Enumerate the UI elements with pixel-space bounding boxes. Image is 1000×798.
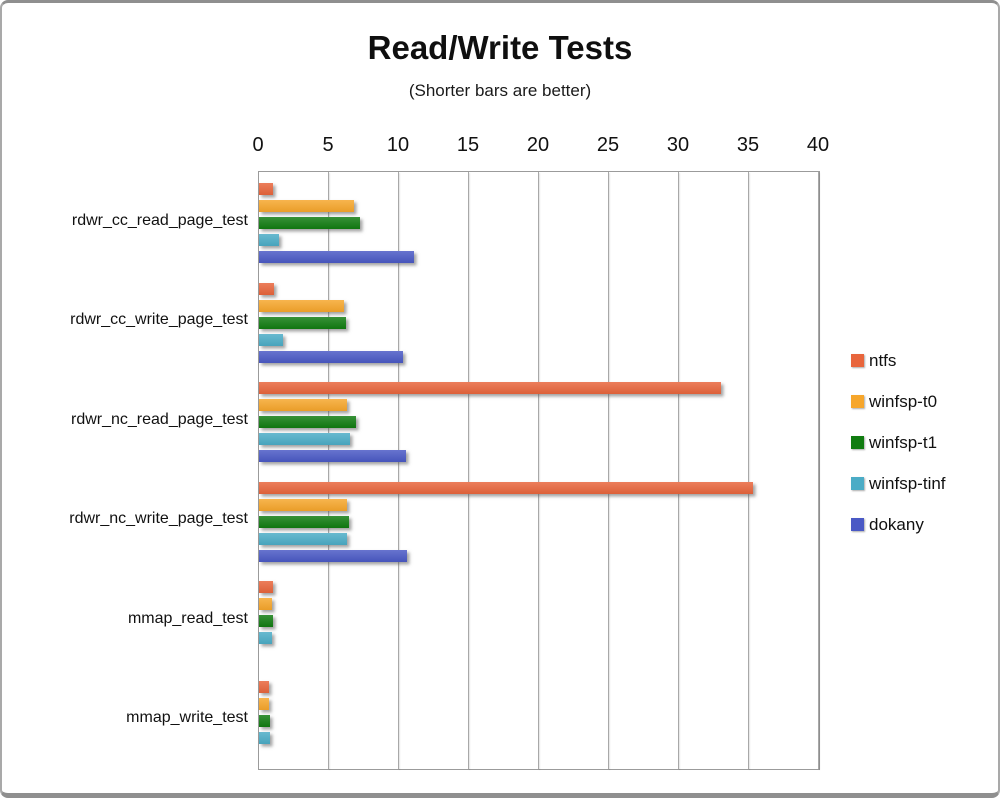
legend: ntfs winfsp-t0 winfsp-t1 winfsp-tinf dokany xyxy=(851,340,946,545)
legend-item-winfsp-t1: winfsp-t1 xyxy=(851,422,946,463)
bar-ntfs-rdwr_nc_write_page_test xyxy=(259,481,754,494)
legend-item-ntfs: ntfs xyxy=(851,340,946,381)
legend-swatch-winfsp-t0 xyxy=(851,395,864,408)
bar-dokany-rdwr_nc_read_page_test xyxy=(259,450,406,462)
x-tick-label-5: 5 xyxy=(322,134,334,156)
bar-winfsp-t0-rdwr_cc_write_page_test xyxy=(259,299,345,312)
x-tick-label-10: 10 xyxy=(386,134,410,156)
x-tick-label-15: 15 xyxy=(456,134,480,156)
x-tick-label-20: 20 xyxy=(526,134,550,156)
x-tick-label-40: 40 xyxy=(806,134,830,156)
legend-swatch-ntfs xyxy=(851,354,864,367)
bar-ntfs-mmap_write_test xyxy=(259,680,269,693)
legend-label-dokany: dokany xyxy=(869,514,924,534)
bar-winfsp-t1-rdwr_nc_read_page_test xyxy=(259,416,356,428)
legend-item-dokany: dokany xyxy=(851,504,946,545)
bar-winfsp-tinf-rdwr_nc_write_page_test xyxy=(259,532,348,545)
chart-subtitle: (Shorter bars are better) xyxy=(408,81,592,100)
bar-dokany-rdwr_cc_write_page_test xyxy=(259,350,404,363)
bar-winfsp-t1-rdwr_cc_write_page_test xyxy=(259,316,346,329)
legend-label-winfsp-t1: winfsp-t1 xyxy=(869,432,938,452)
bar-winfsp-tinf-rdwr_cc_write_page_test xyxy=(259,333,283,346)
gridline-x-20 xyxy=(538,172,539,769)
bar-winfsp-t0-rdwr_nc_write_page_test xyxy=(259,498,348,511)
bar-winfsp-t1-rdwr_cc_read_page_test xyxy=(259,217,360,229)
bar-winfsp-t0-mmap_read_test xyxy=(259,598,272,610)
gridline-x-5 xyxy=(328,172,329,769)
chart-title: Read/Write Tests xyxy=(367,29,633,66)
bar-winfsp-t1-mmap_read_test xyxy=(259,615,273,627)
category-label-rdwr_cc_write_page_test: rdwr_cc_write_page_test xyxy=(70,311,248,329)
bar-winfsp-t1-mmap_write_test xyxy=(259,714,270,727)
x-tick-label-30: 30 xyxy=(666,134,690,156)
bar-winfsp-t1-rdwr_nc_write_page_test xyxy=(259,515,349,528)
bar-dokany-rdwr_nc_write_page_test xyxy=(259,549,408,562)
category-label-mmap_write_test: mmap_write_test xyxy=(126,709,248,727)
category-label-rdwr_nc_write_page_test: rdwr_nc_write_page_test xyxy=(69,510,248,528)
gridline-x-15 xyxy=(468,172,469,769)
category-label-mmap_read_test: mmap_read_test xyxy=(127,609,248,627)
legend-label-winfsp-tinf: winfsp-tinf xyxy=(869,473,946,493)
legend-item-winfsp-t0: winfsp-t0 xyxy=(851,381,946,422)
gridline-x-10 xyxy=(398,172,399,769)
gridline-x-30 xyxy=(678,172,679,769)
x-tick-label-0: 0 xyxy=(252,134,264,156)
legend-item-winfsp-tinf: winfsp-tinf xyxy=(851,463,946,504)
bar-ntfs-mmap_read_test xyxy=(259,581,273,593)
bar-dokany-rdwr_cc_read_page_test xyxy=(259,251,415,263)
legend-label-winfsp-t0: winfsp-t0 xyxy=(869,391,938,411)
bar-winfsp-tinf-mmap_write_test xyxy=(259,731,270,744)
bar-ntfs-rdwr_cc_read_page_test xyxy=(259,183,273,195)
bar-winfsp-tinf-rdwr_cc_read_page_test xyxy=(259,234,279,246)
category-label-rdwr_cc_read_page_test: rdwr_cc_read_page_test xyxy=(71,211,248,229)
x-tick-label-25: 25 xyxy=(596,134,620,156)
gridline-x-35 xyxy=(748,172,749,769)
legend-swatch-dokany xyxy=(851,518,864,531)
x-tick-label-35: 35 xyxy=(736,134,760,156)
bar-winfsp-tinf-rdwr_nc_read_page_test xyxy=(259,433,350,445)
bar-ntfs-rdwr_nc_read_page_test xyxy=(259,382,721,394)
bar-winfsp-t0-rdwr_nc_read_page_test xyxy=(259,399,348,411)
legend-label-ntfs: ntfs xyxy=(869,350,897,370)
category-label-rdwr_nc_read_page_test: rdwr_nc_read_page_test xyxy=(70,410,248,428)
gridline-x-40 xyxy=(818,172,819,769)
plot-area xyxy=(258,171,820,770)
bar-ntfs-rdwr_cc_write_page_test xyxy=(259,282,275,295)
legend-swatch-winfsp-t1 xyxy=(851,436,864,449)
gridline-x-25 xyxy=(608,172,609,769)
bar-winfsp-t0-rdwr_cc_read_page_test xyxy=(259,200,355,212)
bar-winfsp-tinf-mmap_read_test xyxy=(259,632,273,644)
legend-swatch-winfsp-tinf xyxy=(851,477,864,490)
bar-winfsp-t0-mmap_write_test xyxy=(259,697,269,710)
